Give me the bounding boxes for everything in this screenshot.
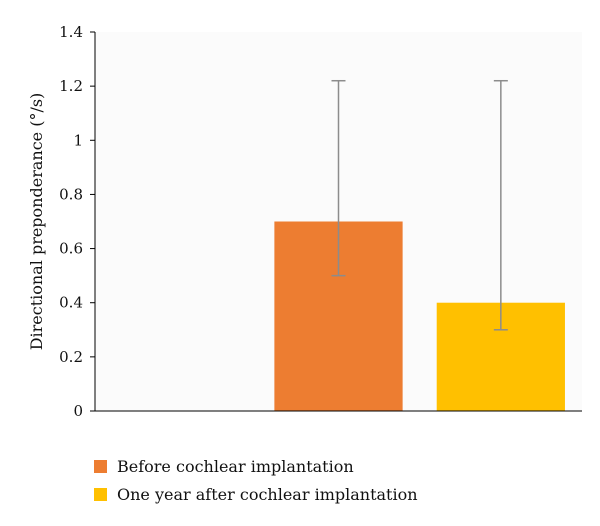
y-tick-label: 1 — [73, 131, 83, 149]
legend-label-after: One year after cochlear implantation — [117, 484, 418, 504]
y-tick-label: 0.6 — [59, 240, 83, 258]
legend-swatch-before — [94, 459, 107, 473]
y-tick-label: 0.8 — [59, 185, 83, 203]
y-tick-label: 0 — [73, 402, 83, 420]
legend-item-after: One year after cochlear implantation — [94, 480, 418, 508]
legend-swatch-after — [94, 487, 107, 501]
y-tick-label: 1.2 — [59, 77, 83, 95]
legend-label-before: Before cochlear implantation — [117, 456, 354, 476]
y-tick-label: 1.4 — [59, 23, 83, 41]
bar-chart: 0 0.2 0.4 0.6 0.8 1 1.2 1.4 Directional prepond… — [27, 23, 582, 420]
y-axis-title: Directional preponderance (°/s) — [27, 93, 46, 351]
legend: Before cochlear implantation One year af… — [94, 452, 418, 508]
legend-item-before: Before cochlear implantation — [94, 452, 418, 480]
y-tick-label: 0.4 — [59, 294, 83, 312]
y-tick-label: 0.2 — [59, 348, 83, 366]
